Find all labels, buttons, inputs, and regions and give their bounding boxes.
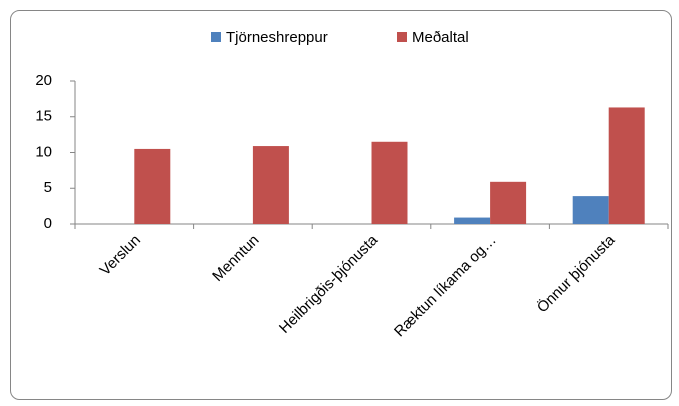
legend-swatch (397, 32, 407, 42)
bar (454, 217, 491, 224)
legend-label: Meðaltal (412, 29, 469, 46)
legend-label: Tjörneshreppur (226, 29, 328, 46)
bar (490, 181, 527, 224)
bar (572, 196, 609, 224)
bar (134, 148, 171, 224)
bar (252, 146, 289, 224)
legend-swatch (211, 32, 221, 42)
y-tick-label: 15 (35, 108, 52, 125)
bar (608, 107, 645, 224)
y-tick-label: 0 (44, 215, 52, 232)
y-tick-label: 20 (35, 72, 52, 89)
chart-frame (10, 10, 672, 400)
y-tick-label: 10 (35, 143, 52, 160)
y-tick-label: 5 (44, 179, 52, 196)
bar (371, 141, 408, 224)
